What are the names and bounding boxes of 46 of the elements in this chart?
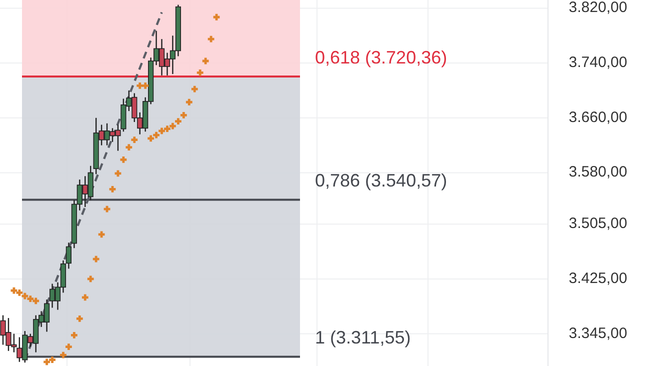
ref-line-label: 1 (3.311,55) xyxy=(315,327,411,348)
point xyxy=(158,128,165,134)
point xyxy=(70,332,78,338)
y-tick-label: 3.345,00 xyxy=(568,324,628,342)
point xyxy=(109,186,116,192)
y-tick-label: 3.660,00 xyxy=(568,108,628,126)
y-tick-label: 3.425,00 xyxy=(568,270,628,287)
point xyxy=(202,58,209,64)
point xyxy=(131,136,138,144)
point xyxy=(213,14,220,20)
point xyxy=(114,170,122,177)
point xyxy=(92,256,100,262)
y-tick-label: 3.580,00 xyxy=(568,164,628,181)
y-tick-label: 3.740,00 xyxy=(568,54,628,72)
point xyxy=(170,122,176,130)
point xyxy=(136,82,144,89)
point xyxy=(153,132,160,138)
ref-line-label: 0,786 (3.540,57) xyxy=(315,170,448,190)
point xyxy=(27,296,34,302)
y-tick-label: 3.505,00 xyxy=(568,215,628,232)
point xyxy=(76,316,83,322)
point xyxy=(174,118,182,125)
point xyxy=(98,231,105,238)
point xyxy=(126,144,132,151)
point xyxy=(208,36,214,42)
point xyxy=(32,298,40,304)
point xyxy=(120,156,127,163)
ref-line-label: 0,618 (3.720,36) xyxy=(315,47,448,68)
point xyxy=(10,287,18,294)
point xyxy=(22,292,28,300)
point xyxy=(186,98,192,106)
point xyxy=(164,126,170,132)
y-tick-label: 3.820,00 xyxy=(568,0,628,16)
point xyxy=(82,294,88,301)
point xyxy=(142,82,149,89)
point xyxy=(60,352,66,358)
point xyxy=(191,86,198,92)
point xyxy=(65,344,72,350)
candlestick xyxy=(66,242,72,270)
point xyxy=(44,358,50,366)
point xyxy=(16,289,23,296)
point xyxy=(180,112,187,118)
point xyxy=(49,356,56,364)
point xyxy=(196,69,204,76)
point xyxy=(148,135,154,142)
point xyxy=(87,276,94,282)
